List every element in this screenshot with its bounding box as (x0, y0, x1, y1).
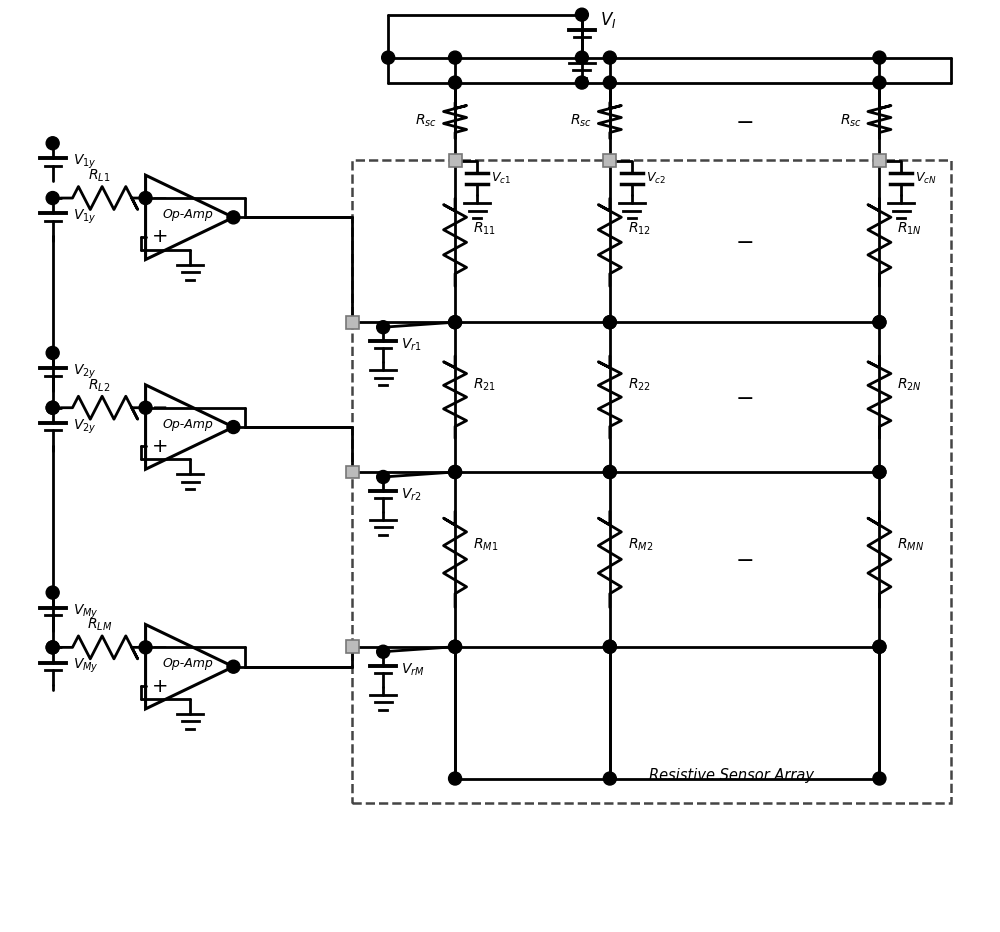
Text: $R_{12}$: $R_{12}$ (628, 221, 651, 238)
Text: $V_{My}$: $V_{My}$ (73, 602, 98, 621)
Text: $R_{L2}$: $R_{L2}$ (88, 377, 110, 393)
Bar (603, 154, 616, 167)
Text: $R_{11}$: $R_{11}$ (473, 221, 496, 238)
Text: Op-Amp: Op-Amp (162, 208, 213, 221)
Circle shape (46, 402, 59, 414)
Bar (346, 465, 359, 478)
Text: $-$: $-$ (151, 396, 167, 416)
Text: $+$: $+$ (151, 677, 167, 695)
Circle shape (603, 640, 616, 653)
Circle shape (46, 641, 59, 654)
Text: $R_{21}$: $R_{21}$ (473, 377, 496, 393)
Circle shape (46, 347, 59, 360)
Text: $-$: $-$ (735, 387, 754, 407)
Circle shape (873, 316, 886, 329)
Text: $-$: $-$ (735, 111, 754, 130)
Text: $-$: $-$ (735, 231, 754, 252)
Circle shape (873, 76, 886, 89)
Circle shape (449, 316, 462, 329)
Text: $V_{2y}$: $V_{2y}$ (73, 363, 96, 381)
Text: $R_{MN}$: $R_{MN}$ (897, 537, 924, 554)
Circle shape (603, 640, 616, 653)
Circle shape (873, 640, 886, 653)
Text: $V_{My}$: $V_{My}$ (73, 657, 98, 676)
Circle shape (873, 640, 886, 653)
Text: $V_{1y}$: $V_{1y}$ (73, 208, 96, 226)
Circle shape (377, 471, 390, 484)
Circle shape (575, 76, 588, 89)
Text: $R_{M2}$: $R_{M2}$ (628, 537, 653, 554)
Text: $-$: $-$ (151, 186, 167, 206)
Circle shape (139, 641, 152, 654)
Circle shape (377, 645, 390, 658)
Circle shape (603, 76, 616, 89)
Circle shape (449, 772, 462, 785)
Circle shape (449, 465, 462, 478)
Bar (449, 154, 462, 167)
Circle shape (449, 465, 462, 478)
Text: $V_{r1}$: $V_{r1}$ (401, 337, 422, 353)
Text: Resistive Sensor Array: Resistive Sensor Array (649, 768, 814, 783)
Circle shape (449, 640, 462, 653)
Text: $R_{1N}$: $R_{1N}$ (897, 221, 922, 238)
Circle shape (46, 641, 59, 654)
Text: $R_{22}$: $R_{22}$ (628, 377, 651, 393)
Circle shape (603, 316, 616, 329)
Text: Op-Amp: Op-Amp (162, 657, 213, 670)
Circle shape (603, 465, 616, 478)
Circle shape (603, 465, 616, 478)
Bar (346, 316, 359, 329)
Circle shape (449, 316, 462, 329)
Circle shape (873, 772, 886, 785)
Circle shape (603, 772, 616, 785)
Text: $R_{L1}$: $R_{L1}$ (88, 168, 110, 184)
Bar (346, 640, 359, 653)
Circle shape (449, 76, 462, 89)
Circle shape (873, 316, 886, 329)
Text: $-$: $-$ (151, 636, 167, 655)
Circle shape (46, 402, 59, 414)
Circle shape (603, 51, 616, 64)
Circle shape (227, 211, 240, 224)
Text: $-$: $-$ (735, 549, 754, 569)
Text: $V_{cN}$: $V_{cN}$ (915, 171, 937, 185)
Circle shape (382, 51, 395, 64)
Text: $V_{2y}$: $V_{2y}$ (73, 418, 96, 436)
Text: $R_{sc}$: $R_{sc}$ (570, 113, 592, 129)
Text: $V_{rM}$: $V_{rM}$ (401, 662, 425, 678)
Text: $V_{1y}$: $V_{1y}$ (73, 153, 96, 171)
Circle shape (139, 402, 152, 414)
Text: $V_{r2}$: $V_{r2}$ (401, 487, 422, 503)
Text: $+$: $+$ (151, 437, 167, 456)
Circle shape (46, 137, 59, 150)
Circle shape (377, 321, 390, 334)
Circle shape (575, 51, 588, 64)
Circle shape (46, 586, 59, 599)
Circle shape (227, 660, 240, 673)
Circle shape (46, 192, 59, 204)
Text: $R_{2N}$: $R_{2N}$ (897, 377, 922, 393)
Circle shape (603, 316, 616, 329)
Text: $R_{sc}$: $R_{sc}$ (415, 113, 437, 129)
Bar (873, 154, 886, 167)
Text: $V_I$: $V_I$ (600, 9, 616, 30)
Circle shape (873, 465, 886, 478)
Circle shape (139, 192, 152, 204)
Text: $V_{c1}$: $V_{c1}$ (491, 171, 511, 185)
Text: $+$: $+$ (151, 227, 167, 246)
Text: $V_{c2}$: $V_{c2}$ (646, 171, 666, 185)
Text: Op-Amp: Op-Amp (162, 418, 213, 431)
Circle shape (449, 640, 462, 653)
Circle shape (227, 420, 240, 433)
Circle shape (449, 51, 462, 64)
Text: $R_{M1}$: $R_{M1}$ (473, 537, 498, 554)
Text: $R_{LM}$: $R_{LM}$ (87, 617, 112, 634)
Text: $R_{sc}$: $R_{sc}$ (840, 113, 861, 129)
Circle shape (575, 8, 588, 21)
Circle shape (873, 51, 886, 64)
Circle shape (873, 465, 886, 478)
